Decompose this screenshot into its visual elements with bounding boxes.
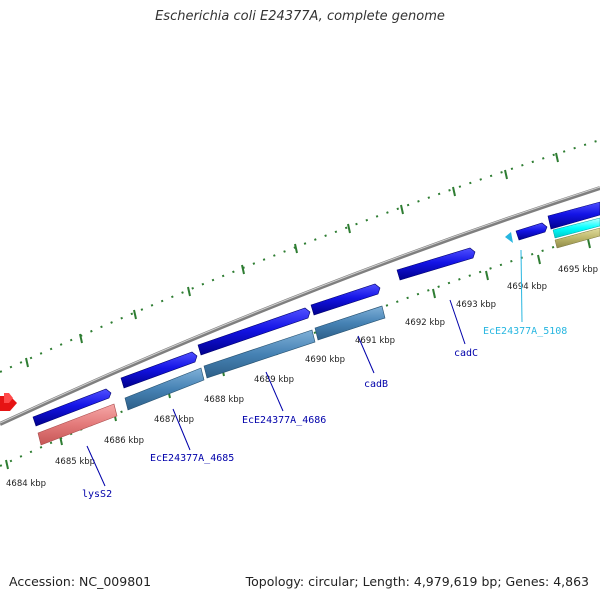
tick-label: 4686 kbp — [104, 436, 144, 446]
tick-label: 4687 kbp — [154, 415, 194, 425]
cds-track — [32, 201, 600, 427]
gene-labels: lysS2 EcE24377A_4685 EcE24377A_4686 cadB… — [82, 326, 567, 500]
cds-feature — [197, 307, 311, 356]
gene-label-cadC: cadC — [454, 348, 478, 359]
gene-feature-khaki — [554, 227, 600, 249]
gene-track — [37, 217, 600, 446]
gene-label-cadB: cadB — [364, 379, 388, 390]
genome-summary-text: Topology: circular; Length: 4,979,619 bp… — [245, 574, 589, 589]
tick-label: 4689 kbp — [254, 375, 294, 385]
tick-labels: 4684 kbp 4685 kbp 4686 kbp 4687 kbp 4688… — [6, 265, 598, 489]
gene-label-4685: EcE24377A_4685 — [150, 453, 234, 464]
inner-major-ticks — [5, 238, 591, 470]
tick-label: 4692 kbp — [405, 318, 445, 328]
tick-label: 4693 kbp — [456, 300, 496, 310]
leader-lines — [86, 249, 523, 487]
cds-feature — [310, 283, 381, 316]
gene-feature-cadB — [314, 305, 386, 341]
cds-feature — [515, 222, 548, 241]
cds-feature — [396, 247, 476, 281]
genome-backbone — [0, 186, 600, 426]
gene-feature-4686 — [203, 329, 316, 379]
cds-feature — [120, 351, 198, 389]
tick-label: 4690 kbp — [305, 355, 345, 365]
tick-label: 4684 kbp — [6, 479, 46, 489]
accession-text: Accession: NC_009801 — [9, 574, 152, 589]
cds-feature — [32, 388, 112, 427]
gene-label-4686: EcE24377A_4686 — [242, 415, 326, 426]
gene-label-lysS2: lysS2 — [82, 489, 112, 500]
small-feature-marker — [505, 232, 513, 243]
gene-label-5108: EcE24377A_5108 — [483, 326, 567, 337]
tick-label: 4691 kbp — [355, 336, 395, 346]
page-title: Escherichia coli E24377A, complete genom… — [155, 9, 445, 24]
trna-feature — [0, 393, 17, 411]
tick-label: 4688 kbp — [204, 395, 244, 405]
tick-label: 4694 kbp — [507, 282, 547, 292]
outer-major-ticks — [25, 152, 559, 368]
tick-label: 4695 kbp — [558, 265, 598, 275]
inner-tick-track — [0, 231, 600, 467]
gene-feature-5108 — [552, 217, 600, 239]
cds-feature — [547, 201, 600, 230]
gene-feature-lysS2 — [37, 403, 118, 446]
gene-feature-4685 — [124, 367, 205, 411]
tick-label: 4685 kbp — [55, 457, 95, 467]
